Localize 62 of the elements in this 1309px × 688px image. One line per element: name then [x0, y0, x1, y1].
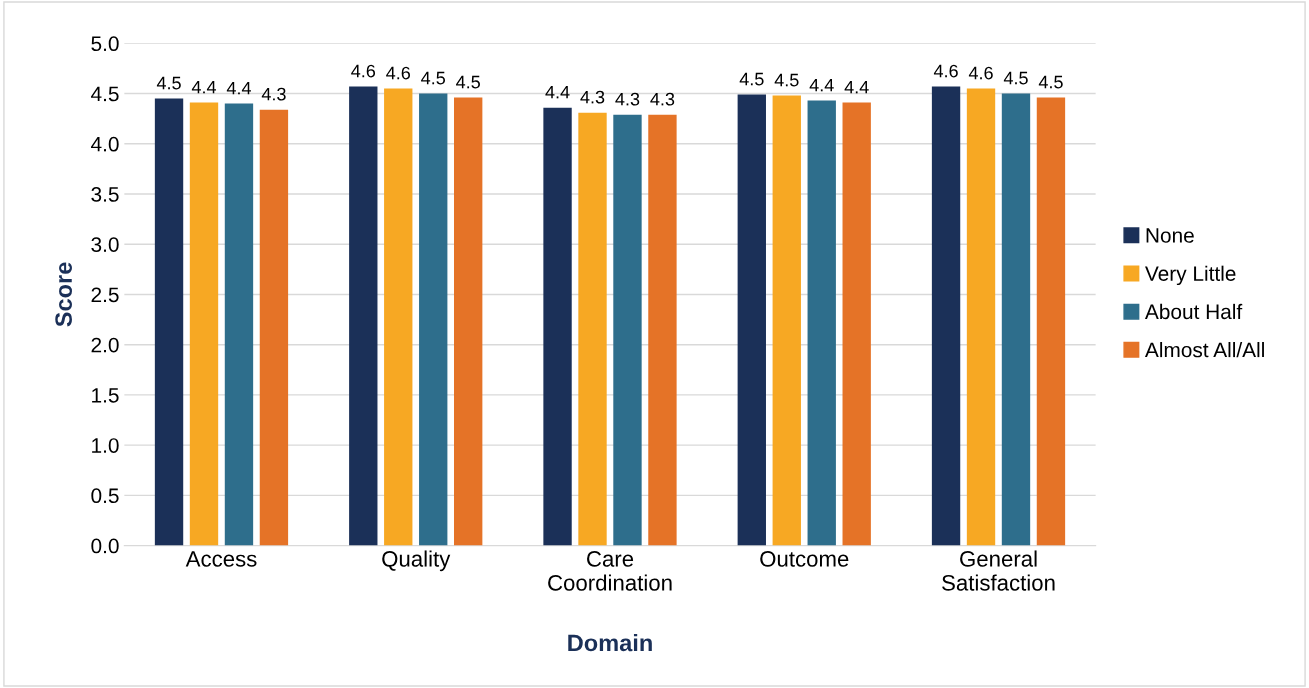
- y-tick-label: 4.0: [91, 136, 119, 152]
- legend-label: About Half: [1144, 303, 1243, 320]
- data-label: 4.6: [933, 64, 958, 78]
- y-tick-label: 0.5: [91, 488, 119, 504]
- data-label: 4.4: [545, 85, 570, 99]
- bar: [419, 93, 448, 546]
- bar: [931, 86, 961, 546]
- x-tick-label: Care Coordination: [548, 551, 672, 591]
- y-tick-label: 2.0: [91, 337, 119, 353]
- bar: [613, 114, 642, 546]
- data-label: 4.5: [456, 75, 480, 89]
- bar: [1036, 97, 1066, 546]
- data-label: 4.6: [351, 64, 376, 78]
- y-tick-label: 3.5: [91, 187, 119, 202]
- bar: [349, 86, 378, 546]
- bar: [154, 98, 184, 546]
- bar: [384, 88, 413, 546]
- bar: [772, 95, 801, 546]
- bar: [259, 109, 289, 546]
- data-label: 4.3: [650, 92, 675, 106]
- data-label: 4.4: [844, 80, 869, 94]
- bar: [189, 102, 219, 546]
- x-tick-label: Quality: [382, 550, 451, 572]
- data-label: 4.4: [191, 80, 217, 94]
- bar: [842, 102, 871, 546]
- bar: [224, 103, 254, 546]
- y-tick-label: 5.0: [91, 36, 119, 52]
- data-label: 4.5: [1038, 75, 1063, 89]
- x-tick-label: General Satisfaction: [942, 550, 1055, 591]
- data-label: 4.6: [386, 66, 411, 80]
- data-label: 4.3: [261, 87, 286, 101]
- x-tick-label: Outcome: [760, 551, 849, 567]
- y-tick-label: 4.5: [91, 86, 119, 102]
- legend-label: Almost All/All: [1144, 342, 1264, 358]
- y-tick-label: 1.0: [92, 438, 119, 453]
- y-axis-title: Score: [55, 262, 72, 327]
- bar: [648, 114, 677, 546]
- y-tick-label: 0.0: [91, 538, 119, 554]
- x-tick-label: Access: [185, 551, 257, 567]
- data-label: 4.5: [1003, 71, 1028, 85]
- data-label: 4.5: [774, 73, 799, 87]
- bar: [578, 112, 607, 546]
- data-label: 4.6: [968, 66, 993, 80]
- bar: [543, 107, 572, 546]
- bar: [454, 97, 483, 546]
- data-label: 4.5: [156, 76, 181, 90]
- data-label: 4.3: [615, 92, 640, 106]
- bar: [1001, 93, 1031, 546]
- legend-label: Very Little: [1145, 265, 1236, 286]
- data-label: 4.3: [580, 90, 605, 104]
- legend-label: None: [1146, 228, 1194, 243]
- y-tick-label: 1.5: [92, 388, 119, 403]
- data-label: 4.5: [421, 71, 446, 85]
- bar: [807, 100, 836, 546]
- data-label: 4.5: [739, 72, 764, 86]
- bar: [737, 94, 766, 546]
- bar: [966, 88, 996, 546]
- y-tick-label: 3.0: [91, 237, 119, 252]
- data-label: 4.4: [809, 78, 834, 92]
- x-axis-title: Domain: [568, 633, 652, 652]
- data-label: 4.4: [226, 81, 251, 95]
- y-tick-label: 2.5: [91, 287, 119, 303]
